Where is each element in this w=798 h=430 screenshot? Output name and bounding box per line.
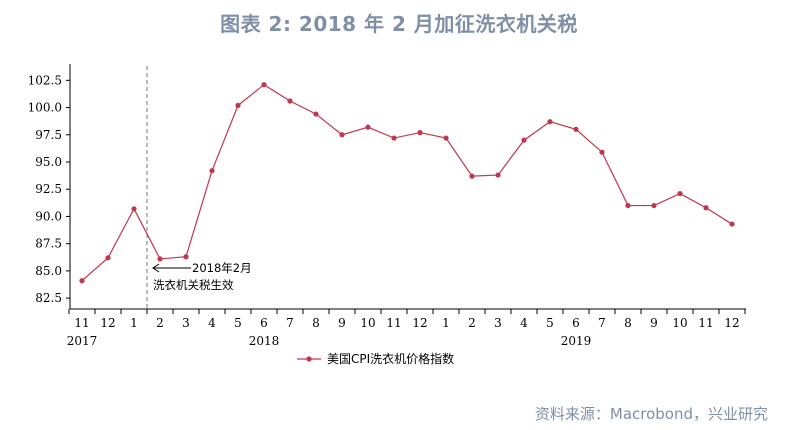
- x-tick-label: 1: [442, 316, 450, 330]
- year-label: 2019: [561, 334, 592, 348]
- data-point: [235, 102, 241, 108]
- x-tick-label: 9: [650, 316, 658, 330]
- x-tick-label: 11: [386, 316, 401, 330]
- legend-marker: [306, 356, 312, 362]
- data-point: [443, 135, 449, 141]
- data-point: [573, 126, 579, 132]
- y-tick-label: 82.5: [35, 291, 62, 305]
- x-tick-label: 1: [130, 316, 138, 330]
- y-tick-label: 92.5: [35, 182, 62, 196]
- x-tick-label: 3: [182, 316, 190, 330]
- data-point: [365, 124, 371, 130]
- x-tick-label: 2: [156, 316, 164, 330]
- y-tick-label: 87.5: [35, 237, 62, 251]
- data-point: [651, 202, 657, 209]
- data-point: [105, 255, 111, 261]
- data-point: [599, 149, 605, 155]
- data-point: [521, 137, 527, 143]
- data-point: [625, 202, 631, 209]
- chart-title: 图表 2: 2018 年 2 月加征洗衣机关税: [220, 12, 578, 36]
- data-point: [157, 256, 163, 262]
- x-tick-label: 6: [260, 316, 268, 330]
- y-tick-label: 90.0: [35, 209, 62, 223]
- x-tick-label: 11: [74, 316, 89, 330]
- data-point: [79, 278, 85, 284]
- y-tick-label: 100.0: [28, 101, 62, 115]
- legend-label: 美国CPI洗衣机价格指数: [327, 351, 454, 366]
- x-tick-label: 10: [672, 316, 687, 330]
- x-tick-label: 5: [234, 316, 242, 330]
- x-tick-label: 12: [724, 316, 739, 330]
- x-tick-label: 8: [312, 316, 320, 330]
- x-tick-label: 7: [286, 316, 294, 330]
- data-point: [469, 173, 475, 179]
- data-point: [703, 205, 709, 211]
- data-point: [417, 130, 423, 136]
- series-polyline: [81, 83, 733, 282]
- x-tick-label: 5: [546, 316, 554, 330]
- x-tick-label: 3: [494, 316, 502, 330]
- data-point: [339, 132, 345, 138]
- y-tick-label: 102.5: [28, 73, 62, 87]
- data-point: [131, 206, 137, 212]
- data-point: [183, 254, 189, 260]
- series-line: [81, 83, 733, 282]
- x-tick-label: 6: [572, 316, 580, 330]
- data-point: [547, 119, 553, 125]
- data-point: [729, 221, 735, 227]
- x-tick-label: 12: [412, 316, 427, 330]
- data-point: [391, 135, 397, 141]
- axes: [66, 64, 746, 314]
- x-tick-label: 2: [468, 316, 476, 330]
- legend: 美国CPI洗衣机价格指数: [297, 351, 454, 366]
- data-point: [677, 190, 683, 197]
- x-tick-label: 11: [698, 316, 713, 330]
- y-tick-label: 97.5: [35, 128, 62, 142]
- data-point: [261, 82, 267, 88]
- data-point: [209, 168, 215, 174]
- y-tick-labels: 82.5 85.0 87.5 90.0 92.5 95.0 97.5 100.0 102.5: [28, 73, 62, 305]
- data-point: [495, 172, 501, 178]
- y-tick-label: 95.0: [35, 155, 62, 169]
- year-label: 2017: [67, 334, 98, 348]
- x-tick-label: 9: [338, 316, 346, 330]
- x-tick-labels: 11 12 1 2 3 4 5 6 7 8 9 10 11 12 1 2 3 4 5 6 7 8 9 10 11 12: [74, 316, 739, 330]
- y-tick-label: 85.0: [35, 264, 62, 278]
- data-point: [287, 98, 293, 104]
- x-tick-label: 12: [100, 316, 115, 330]
- annotation-date: 2018年2月: [192, 261, 252, 275]
- year-labels: 2017 2018 2019: [67, 334, 592, 348]
- annotation-label: 洗衣机关税生效: [153, 278, 234, 292]
- x-tick-label: 7: [598, 316, 606, 330]
- x-tick-label: 4: [208, 316, 216, 330]
- data-point: [313, 111, 319, 117]
- year-label: 2018: [249, 334, 280, 348]
- x-tick-label: 4: [520, 316, 528, 330]
- source-note: 资料来源：Macrobond，兴业研究: [534, 405, 768, 423]
- data-points: [79, 82, 735, 284]
- x-tick-label: 8: [624, 316, 632, 330]
- x-tick-label: 10: [360, 316, 375, 330]
